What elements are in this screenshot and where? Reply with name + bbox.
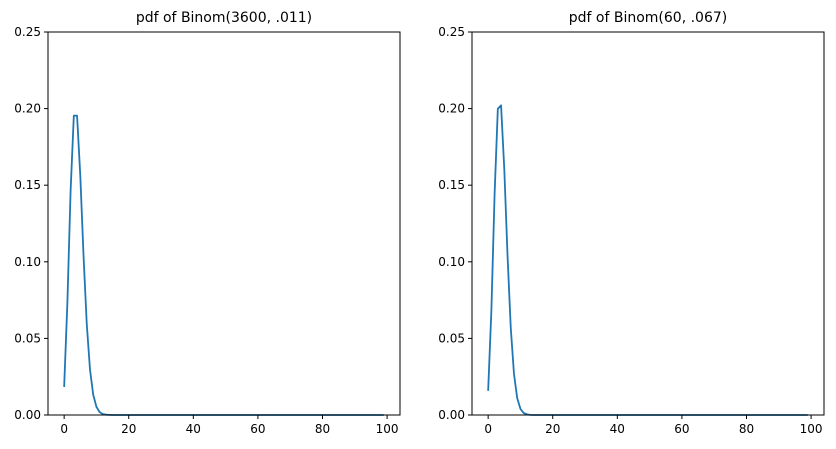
right-x-tick-label: 100: [800, 422, 823, 436]
right-y-tick-label: 0.15: [438, 178, 465, 192]
right-x-tick-label: 40: [610, 422, 625, 436]
left-x-tick-label: 60: [250, 422, 265, 436]
left-y-tick-label: 0.10: [14, 255, 41, 269]
left-chart-title: pdf of Binom(3600, .011): [136, 10, 312, 26]
right-x-tick-label: 20: [545, 422, 560, 436]
left-chart: pdf of Binom(3600, .011) 0 20 40 60 80 100 0.00…: [14, 10, 401, 436]
right-pdf-line: [487, 104, 808, 416]
right-x-tick-label: 60: [674, 422, 689, 436]
right-y-tick-label: 0.25: [438, 25, 465, 39]
left-y-tick-label: 0.20: [14, 102, 41, 116]
left-x-tick-label: 40: [186, 422, 201, 436]
right-chart: pdf of Binom(60, .067) 0 20 40 60 80 100 0.00 0.…: [438, 10, 825, 436]
right-y-tick-label: 0.00: [438, 408, 465, 422]
right-y-tick-label: 0.10: [438, 255, 465, 269]
right-y-tick-label: 0.05: [438, 331, 465, 345]
left-x-tick-label: 20: [121, 422, 136, 436]
left-pdf-line: [63, 114, 384, 416]
left-axes-frame: [47, 31, 401, 416]
left-y-tick-label: 0.00: [14, 408, 41, 422]
left-x-tick-label: 80: [315, 422, 330, 436]
right-x-tick-label: 80: [739, 422, 754, 436]
right-axes-frame: [471, 31, 825, 416]
right-x-tick-label: 0: [484, 422, 492, 436]
left-x-tick-label: 100: [376, 422, 399, 436]
left-x-tick-label: 0: [60, 422, 68, 436]
left-y-tick-label: 0.25: [14, 25, 41, 39]
left-y-tick-label: 0.15: [14, 178, 41, 192]
left-y-tick-label: 0.05: [14, 331, 41, 345]
right-chart-title: pdf of Binom(60, .067): [569, 10, 727, 26]
right-y-tick-label: 0.20: [438, 102, 465, 116]
